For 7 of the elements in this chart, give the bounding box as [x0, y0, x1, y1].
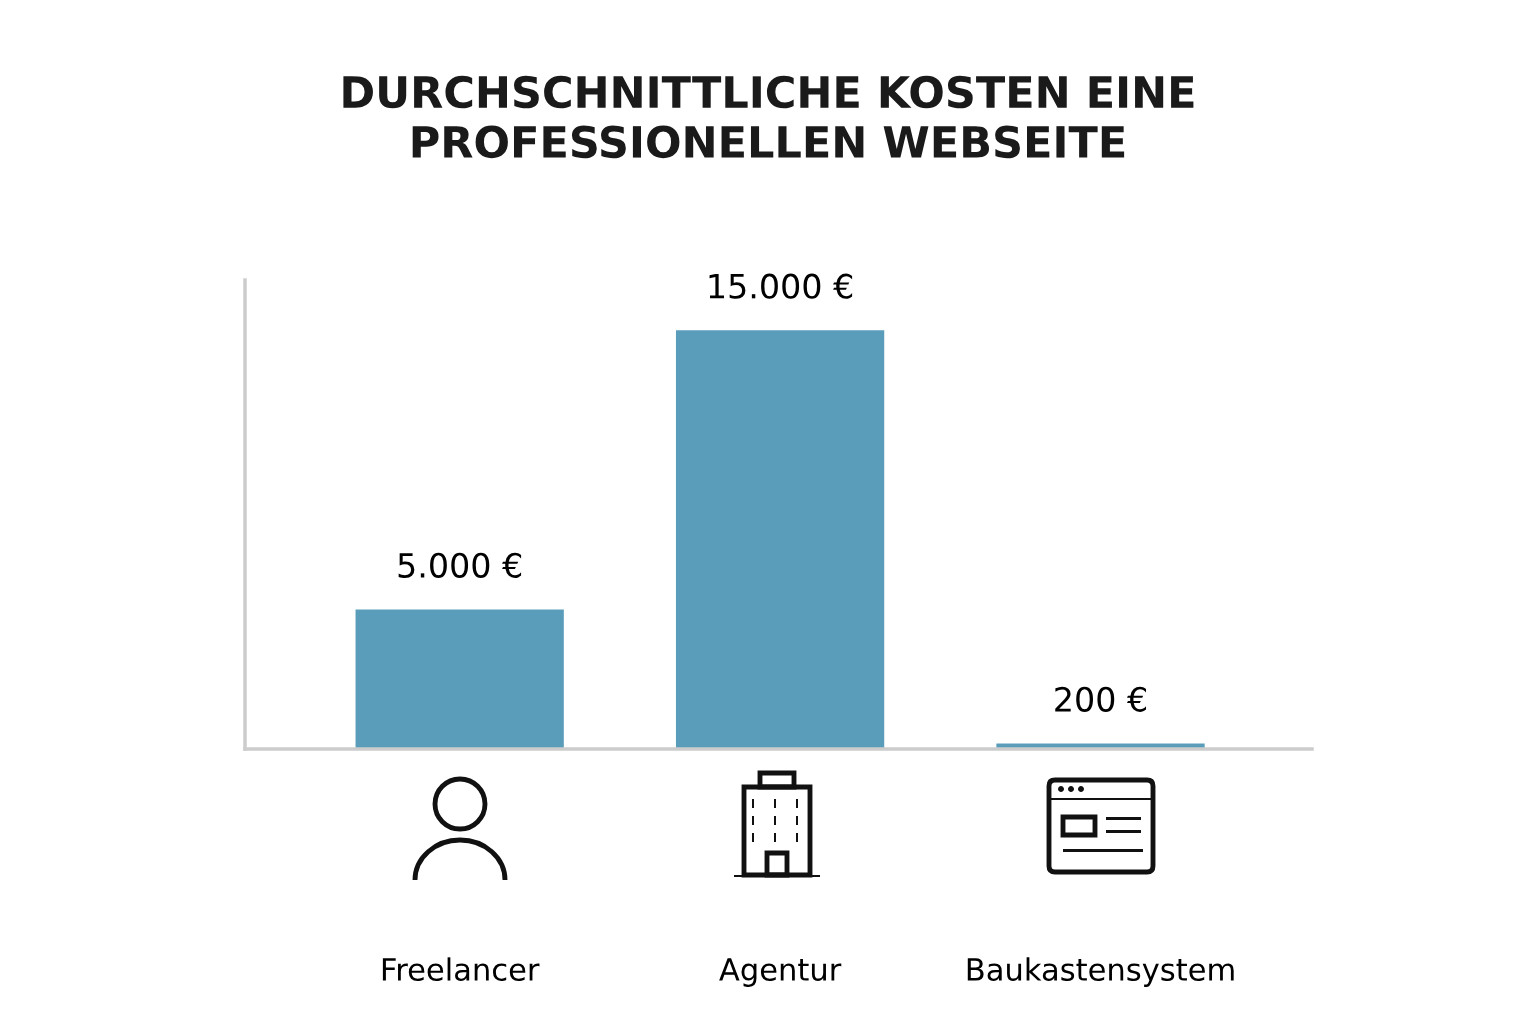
- data-label: 15.000 €: [709, 273, 853, 299]
- data-label: 200 €: [1055, 686, 1147, 712]
- data-label: 5.000 €: [398, 552, 522, 578]
- x-tick-label: Baukastensystem: [967, 957, 1234, 987]
- chart-title: DURCHSCHNITTLICHE KOSTEN EINE PROFESSIONELLEN WEBSEITE: [343, 75, 1194, 159]
- x-tick-label: Freelancer: [382, 957, 540, 981]
- x-tick-label: Agentur: [719, 958, 842, 987]
